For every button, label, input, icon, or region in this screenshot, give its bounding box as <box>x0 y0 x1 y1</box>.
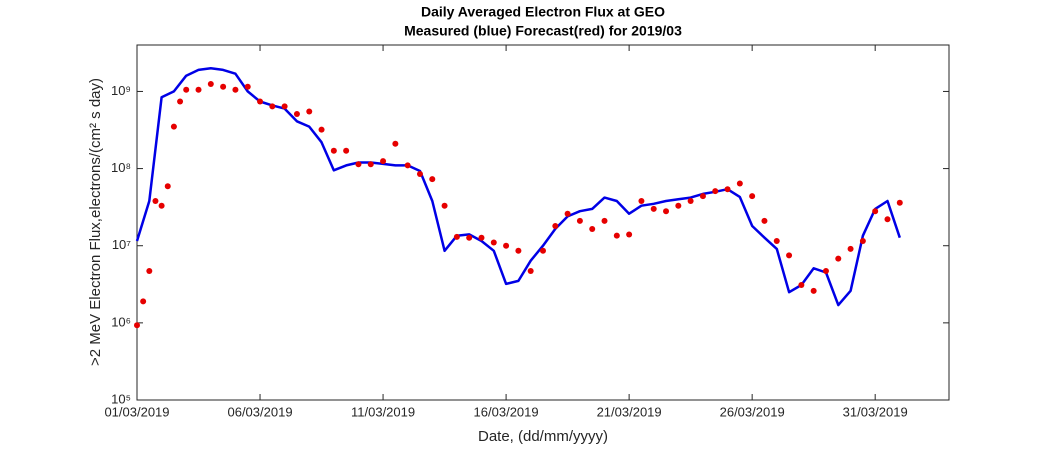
chart-subtitle: Measured (blue) Forecast(red) for 2019/0… <box>404 23 682 39</box>
forecast-dot <box>589 225 596 232</box>
x-tick-label: 16/03/2019 <box>474 404 539 419</box>
forecast-dot <box>293 111 300 118</box>
forecast-dot <box>638 197 645 204</box>
forecast-dot <box>884 216 891 223</box>
forecast-dot <box>601 217 608 224</box>
forecast-dot <box>613 232 620 239</box>
forecast-dot <box>872 208 879 215</box>
forecast-dot <box>220 83 227 90</box>
forecast-dot <box>540 247 546 254</box>
forecast-dot <box>650 205 657 212</box>
forecast-dot <box>269 103 276 110</box>
forecast-dot <box>564 210 571 217</box>
forecast-dot <box>177 98 184 105</box>
forecast-dot <box>355 161 362 168</box>
forecast-dot <box>330 147 337 154</box>
forecast-dot <box>257 98 264 105</box>
forecast-dot <box>515 247 522 254</box>
forecast-dot <box>478 234 485 241</box>
forecast-dot <box>687 197 694 204</box>
forecast-dot <box>392 140 399 147</box>
forecast-dot <box>158 202 165 209</box>
x-tick-label: 11/03/2019 <box>351 404 415 419</box>
forecast-dot <box>822 268 829 275</box>
forecast-dot <box>232 86 239 93</box>
forecast-dot <box>367 161 374 168</box>
forecast-dot <box>736 180 743 187</box>
forecast-dot <box>552 223 559 230</box>
forecast-dot <box>810 287 817 294</box>
x-tick-label: 26/03/2019 <box>720 404 785 419</box>
forecast-dot <box>183 86 190 93</box>
y-tick-label: 10⁶ <box>111 314 131 329</box>
forecast-dot <box>281 103 288 110</box>
y-tick-label: 10⁹ <box>111 83 131 98</box>
chart-title: Daily Averaged Electron Flux at GEO <box>421 4 665 20</box>
y-tick-label: 10⁵ <box>111 391 131 406</box>
forecast-dot <box>847 245 854 252</box>
forecast-dot <box>466 234 473 241</box>
forecast-dot <box>527 268 534 275</box>
forecast-dot <box>207 80 214 87</box>
forecast-dot <box>490 239 497 246</box>
forecast-dot <box>786 252 793 259</box>
forecast-dot <box>576 217 583 224</box>
forecast-dot <box>699 193 706 200</box>
forecast-dot <box>429 176 436 183</box>
forecast-dot <box>343 147 350 154</box>
y-tick-label: 10⁸ <box>111 160 131 175</box>
forecast-dot <box>761 217 768 224</box>
forecast-dot <box>244 83 251 90</box>
y-axis-label: >2 MeV Electron Flux,electrons/(cm² s da… <box>87 78 104 366</box>
x-tick-label: 31/03/2019 <box>843 404 908 419</box>
forecast-dot <box>663 208 670 215</box>
x-tick-label: 01/03/2019 <box>104 404 169 419</box>
y-tick-label: 10⁷ <box>112 237 131 252</box>
forecast-dot <box>140 298 147 305</box>
forecast-dot <box>835 255 842 262</box>
forecast-dot <box>318 126 325 133</box>
forecast-dot <box>626 231 633 238</box>
forecast-dot <box>195 86 202 93</box>
forecast-dot <box>798 281 805 288</box>
measured-line <box>135 66 901 307</box>
forecast-dot <box>416 171 423 178</box>
forecast-dot <box>146 268 153 275</box>
forecast-dot <box>306 108 313 115</box>
plot-frame <box>136 44 950 401</box>
forecast-dot <box>773 238 780 245</box>
forecast-dot <box>675 202 682 209</box>
forecast-dot <box>441 202 448 209</box>
forecast-dot <box>724 186 731 193</box>
forecast-dot <box>380 158 387 165</box>
forecast-dot <box>404 162 411 169</box>
forecast-dot <box>712 188 719 195</box>
forecast-dot <box>134 322 140 329</box>
forecast-dot <box>896 199 903 206</box>
x-tick-label: 21/03/2019 <box>597 404 662 419</box>
x-tick-label: 06/03/2019 <box>227 404 292 419</box>
forecast-dot <box>859 238 866 245</box>
forecast-dot <box>503 242 510 249</box>
x-axis-label: Date, (dd/mm/yyyy) <box>478 428 608 445</box>
forecast-dot <box>749 193 756 200</box>
forecast-dot <box>152 197 159 204</box>
forecast-dot <box>453 233 460 240</box>
forecast-dot <box>170 123 177 130</box>
forecast-dot <box>164 183 171 190</box>
